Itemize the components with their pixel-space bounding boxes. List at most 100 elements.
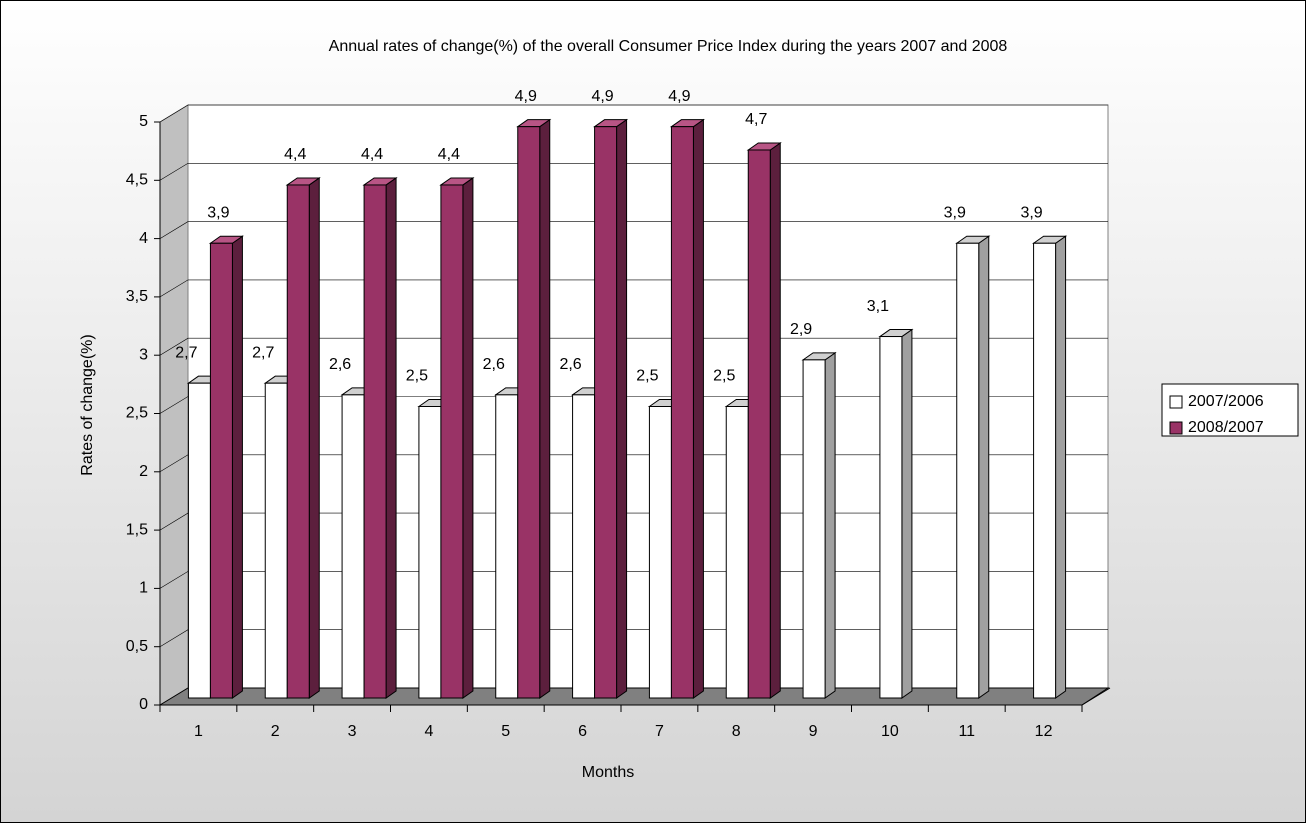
bar xyxy=(285,176,321,699)
x-tick-label: 10 xyxy=(881,723,899,740)
grid-line xyxy=(159,279,1108,298)
chart-title: Annual rates of change(%) of the overall… xyxy=(329,38,1008,55)
bar xyxy=(362,176,398,699)
y-tick-label: 0 xyxy=(139,696,148,713)
bar-front xyxy=(725,406,749,699)
data-label: 4,7 xyxy=(745,111,767,128)
data-label: 3,9 xyxy=(1020,204,1042,221)
bar-side xyxy=(1055,235,1067,699)
bar-front xyxy=(264,382,288,699)
legend-swatch xyxy=(1169,395,1183,409)
legend xyxy=(1161,383,1299,437)
bar-front xyxy=(286,184,310,699)
data-label: 4,4 xyxy=(361,146,383,163)
y-tick-label: 3,5 xyxy=(126,288,148,305)
bar-side xyxy=(824,351,836,699)
bar xyxy=(208,235,245,699)
grid-line xyxy=(159,104,1108,123)
bar-front xyxy=(440,184,464,699)
x-tick-label: 8 xyxy=(732,723,741,740)
data-label: 3,9 xyxy=(207,204,229,221)
bar xyxy=(1031,235,1068,699)
bar-side xyxy=(385,176,397,699)
data-label: 2,6 xyxy=(329,356,351,373)
y-tick-label: 2,5 xyxy=(126,405,148,422)
bar-front xyxy=(418,406,442,699)
bar-side xyxy=(231,235,243,699)
bar-front xyxy=(1033,242,1057,699)
bar-side xyxy=(308,176,320,699)
data-label: 4,4 xyxy=(284,146,306,163)
y-tick-label: 3 xyxy=(139,346,148,363)
x-tick-label: 6 xyxy=(578,723,587,740)
legend-label: 2008/2007 xyxy=(1188,419,1264,436)
bar xyxy=(955,235,991,699)
data-label: 2,6 xyxy=(559,356,581,373)
data-label: 2,9 xyxy=(790,321,812,338)
bar-side xyxy=(692,118,704,699)
x-tick-label: 12 xyxy=(1035,723,1053,740)
bar-front xyxy=(747,149,771,699)
data-label: 2,5 xyxy=(713,368,735,385)
bar-front xyxy=(209,242,233,699)
bar-side xyxy=(769,142,781,699)
bar-side xyxy=(901,328,913,699)
bar-front xyxy=(802,359,826,699)
y-tick-label: 4,5 xyxy=(126,172,148,189)
bar xyxy=(746,142,782,699)
bar xyxy=(878,328,914,699)
data-label: 4,4 xyxy=(438,146,460,163)
bar-front xyxy=(341,394,365,699)
x-tick-label: 4 xyxy=(424,723,433,740)
x-tick-label: 2 xyxy=(271,723,280,740)
x-tick-label: 11 xyxy=(958,723,975,740)
bar-front xyxy=(956,242,980,699)
bar-front xyxy=(879,336,903,699)
bar-front xyxy=(495,394,519,699)
y-axis-label: Rates of change(%) xyxy=(79,334,96,475)
data-label: 2,5 xyxy=(636,368,658,385)
data-label: 2,6 xyxy=(483,356,505,373)
x-tick-label: 3 xyxy=(348,723,357,740)
data-label: 4,9 xyxy=(591,88,613,105)
y-tick-label: 2 xyxy=(139,463,148,480)
x-tick-label: 7 xyxy=(655,723,664,740)
grid-line xyxy=(159,163,1108,181)
y-tick-label: 1 xyxy=(139,580,148,597)
bar xyxy=(516,118,552,699)
x-tick-label: 1 xyxy=(194,723,203,740)
bar xyxy=(439,176,475,699)
y-tick-label: 1,5 xyxy=(126,521,148,538)
bar xyxy=(592,118,629,699)
bar-front xyxy=(187,382,211,699)
legend-swatch xyxy=(1169,421,1183,435)
data-label: 2,7 xyxy=(252,344,274,361)
bar-front xyxy=(572,394,596,699)
legend-label: 2007/2006 xyxy=(1188,393,1264,410)
data-label: 2,5 xyxy=(406,368,428,385)
x-tick-label: 5 xyxy=(501,723,510,740)
bar xyxy=(669,118,706,699)
x-axis-end xyxy=(1081,687,1111,706)
y-tick-label: 4 xyxy=(139,230,148,247)
bar-side xyxy=(616,118,628,699)
bar-side xyxy=(539,118,551,699)
data-label: 4,9 xyxy=(668,88,690,105)
bar-front xyxy=(517,126,541,699)
bar-front xyxy=(363,184,387,699)
y-tick-label: 5 xyxy=(139,113,148,130)
data-label: 4,9 xyxy=(515,88,537,105)
data-label: 2,7 xyxy=(175,344,197,361)
data-label: 3,1 xyxy=(867,298,889,315)
bar-front xyxy=(670,126,694,699)
x-tick-label: 9 xyxy=(809,723,818,740)
bar-front xyxy=(594,126,618,699)
grid-line xyxy=(159,221,1108,239)
data-label: 3,9 xyxy=(944,204,966,221)
x-axis-label: Months xyxy=(582,764,634,781)
bar-side xyxy=(462,176,474,699)
grid-line xyxy=(159,337,1108,356)
bar-side xyxy=(978,235,990,699)
y-tick-label: 0,5 xyxy=(126,638,148,655)
